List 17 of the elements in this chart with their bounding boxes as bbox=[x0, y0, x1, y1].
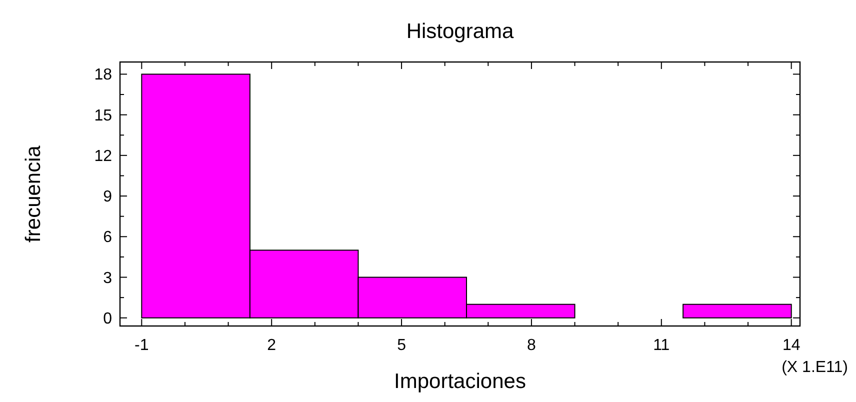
x-tick-label: 8 bbox=[527, 337, 536, 354]
y-tick-label: 12 bbox=[94, 148, 112, 165]
chart-title: Histograma bbox=[406, 20, 514, 43]
y-tick-label: 3 bbox=[103, 270, 112, 287]
x-tick-label: 5 bbox=[397, 337, 406, 354]
y-tick-label: 18 bbox=[94, 66, 112, 84]
x-tick-label: 2 bbox=[267, 337, 276, 354]
x-tick-label: -1 bbox=[134, 337, 149, 354]
y-tick-label: 9 bbox=[103, 188, 112, 206]
text: (X 1.E11) bbox=[782, 359, 848, 376]
x-axis-title: Importaciones bbox=[394, 370, 526, 393]
x-tick-label: 11 bbox=[653, 337, 670, 354]
y-tick-label: 6 bbox=[103, 229, 112, 246]
y-tick-label: 15 bbox=[94, 107, 112, 124]
y-tick-label: 0 bbox=[103, 310, 112, 328]
y-axis-title: frecuencia bbox=[22, 145, 45, 242]
x-tick-label: 14 bbox=[782, 337, 800, 354]
